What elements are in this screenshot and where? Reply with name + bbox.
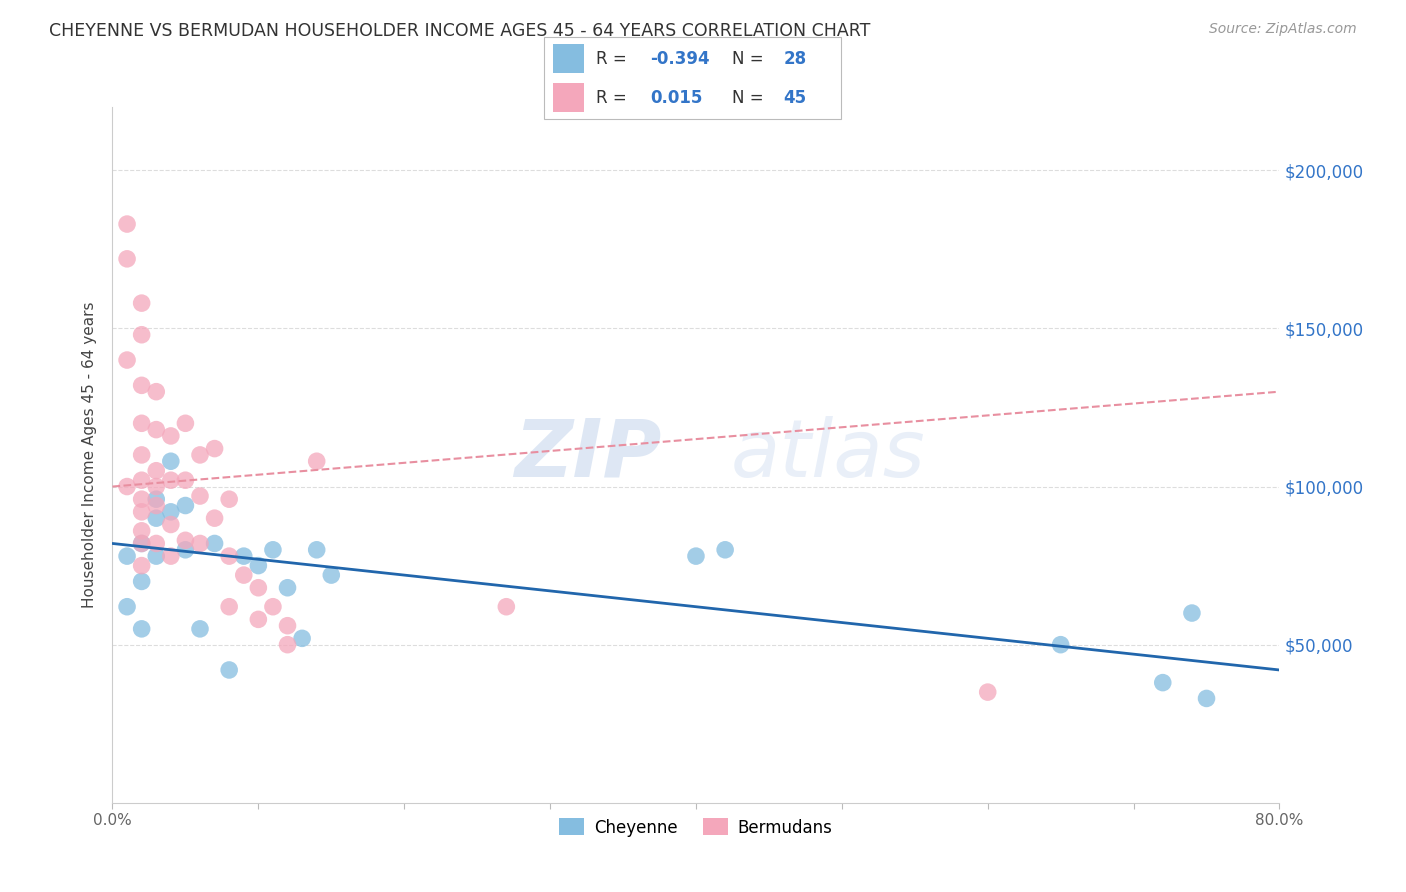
Point: [232, 568, 254, 582]
Point: [131, 524, 153, 538]
Point: [714, 542, 737, 557]
Point: [305, 542, 328, 557]
Text: ZIP: ZIP: [513, 416, 661, 494]
Point: [115, 549, 138, 563]
Point: [247, 581, 270, 595]
Text: -0.394: -0.394: [650, 50, 710, 68]
Text: N =: N =: [731, 50, 769, 68]
Y-axis label: Householder Income Ages 45 - 64 years: Householder Income Ages 45 - 64 years: [82, 301, 97, 608]
Point: [145, 423, 167, 437]
Point: [131, 622, 153, 636]
Point: [145, 479, 167, 493]
Point: [160, 454, 183, 468]
Text: 0.015: 0.015: [650, 88, 703, 106]
Point: [115, 353, 138, 368]
Point: [232, 549, 254, 563]
Point: [188, 622, 211, 636]
Point: [131, 378, 153, 392]
Point: [160, 505, 183, 519]
Point: [131, 296, 153, 310]
Point: [160, 549, 183, 563]
Point: [131, 492, 153, 507]
Point: [305, 454, 328, 468]
Text: Source: ZipAtlas.com: Source: ZipAtlas.com: [1209, 22, 1357, 37]
Point: [321, 568, 343, 582]
Point: [1195, 691, 1218, 706]
Point: [160, 517, 183, 532]
Text: 28: 28: [783, 50, 806, 68]
Text: N =: N =: [731, 88, 769, 106]
Point: [276, 581, 298, 595]
Point: [145, 492, 167, 507]
Point: [160, 429, 183, 443]
Point: [174, 542, 197, 557]
Point: [174, 499, 197, 513]
Point: [145, 464, 167, 478]
Text: R =: R =: [596, 50, 631, 68]
Point: [1181, 606, 1204, 620]
Point: [188, 489, 211, 503]
Point: [276, 638, 298, 652]
Point: [262, 599, 284, 614]
Point: [131, 536, 153, 550]
Text: R =: R =: [596, 88, 631, 106]
FancyBboxPatch shape: [554, 44, 583, 73]
Point: [188, 448, 211, 462]
Point: [145, 499, 167, 513]
Point: [218, 663, 240, 677]
Point: [145, 511, 167, 525]
Point: [145, 549, 167, 563]
Point: [247, 612, 270, 626]
Point: [131, 558, 153, 573]
Point: [115, 599, 138, 614]
Point: [174, 473, 197, 487]
Point: [131, 574, 153, 589]
Point: [204, 511, 226, 525]
Point: [1049, 638, 1071, 652]
Point: [115, 217, 138, 231]
Point: [131, 448, 153, 462]
Text: 45: 45: [783, 88, 806, 106]
Point: [145, 536, 167, 550]
Text: atlas: atlas: [731, 416, 925, 494]
Point: [204, 442, 226, 456]
Point: [976, 685, 998, 699]
Point: [218, 599, 240, 614]
Point: [188, 536, 211, 550]
Point: [115, 252, 138, 266]
Point: [131, 536, 153, 550]
Point: [218, 549, 240, 563]
Point: [145, 384, 167, 399]
Point: [131, 417, 153, 431]
Point: [204, 536, 226, 550]
Point: [276, 618, 298, 632]
FancyBboxPatch shape: [544, 37, 841, 119]
Point: [291, 632, 314, 646]
Point: [495, 599, 517, 614]
Point: [131, 473, 153, 487]
Point: [685, 549, 707, 563]
Point: [174, 417, 197, 431]
Point: [174, 533, 197, 548]
Point: [115, 479, 138, 493]
Point: [262, 542, 284, 557]
FancyBboxPatch shape: [554, 83, 583, 112]
Text: CHEYENNE VS BERMUDAN HOUSEHOLDER INCOME AGES 45 - 64 YEARS CORRELATION CHART: CHEYENNE VS BERMUDAN HOUSEHOLDER INCOME …: [49, 22, 870, 40]
Point: [160, 473, 183, 487]
Point: [247, 558, 270, 573]
Point: [1152, 675, 1174, 690]
Point: [131, 327, 153, 342]
Legend: Cheyenne, Bermudans: Cheyenne, Bermudans: [553, 812, 839, 843]
Point: [218, 492, 240, 507]
Point: [131, 505, 153, 519]
